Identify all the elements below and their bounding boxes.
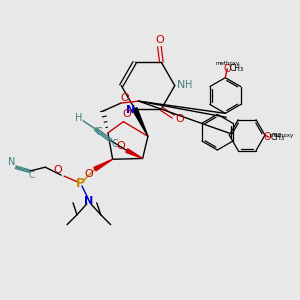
Polygon shape xyxy=(94,159,112,171)
Text: C: C xyxy=(96,127,102,137)
Text: O: O xyxy=(176,114,184,124)
Text: N: N xyxy=(84,196,94,206)
Text: H: H xyxy=(74,113,82,123)
Polygon shape xyxy=(132,108,148,136)
Text: O: O xyxy=(85,169,93,179)
Text: C: C xyxy=(112,139,118,148)
Text: N: N xyxy=(176,80,185,90)
Text: H: H xyxy=(185,80,192,90)
Text: O: O xyxy=(116,141,125,151)
Text: C: C xyxy=(28,171,34,180)
Text: O: O xyxy=(120,93,129,103)
Text: methoxy: methoxy xyxy=(215,61,239,66)
Text: O: O xyxy=(122,109,131,119)
Text: O: O xyxy=(263,132,271,142)
Text: O: O xyxy=(155,34,164,45)
Text: O: O xyxy=(224,64,231,74)
Text: CH₃: CH₃ xyxy=(229,64,243,73)
Text: P: P xyxy=(76,176,85,190)
Text: CH₃: CH₃ xyxy=(271,133,285,142)
Text: O: O xyxy=(54,165,62,175)
Text: N: N xyxy=(126,105,135,115)
Polygon shape xyxy=(126,149,142,158)
Text: N: N xyxy=(8,157,15,167)
Text: methoxy: methoxy xyxy=(270,133,294,138)
